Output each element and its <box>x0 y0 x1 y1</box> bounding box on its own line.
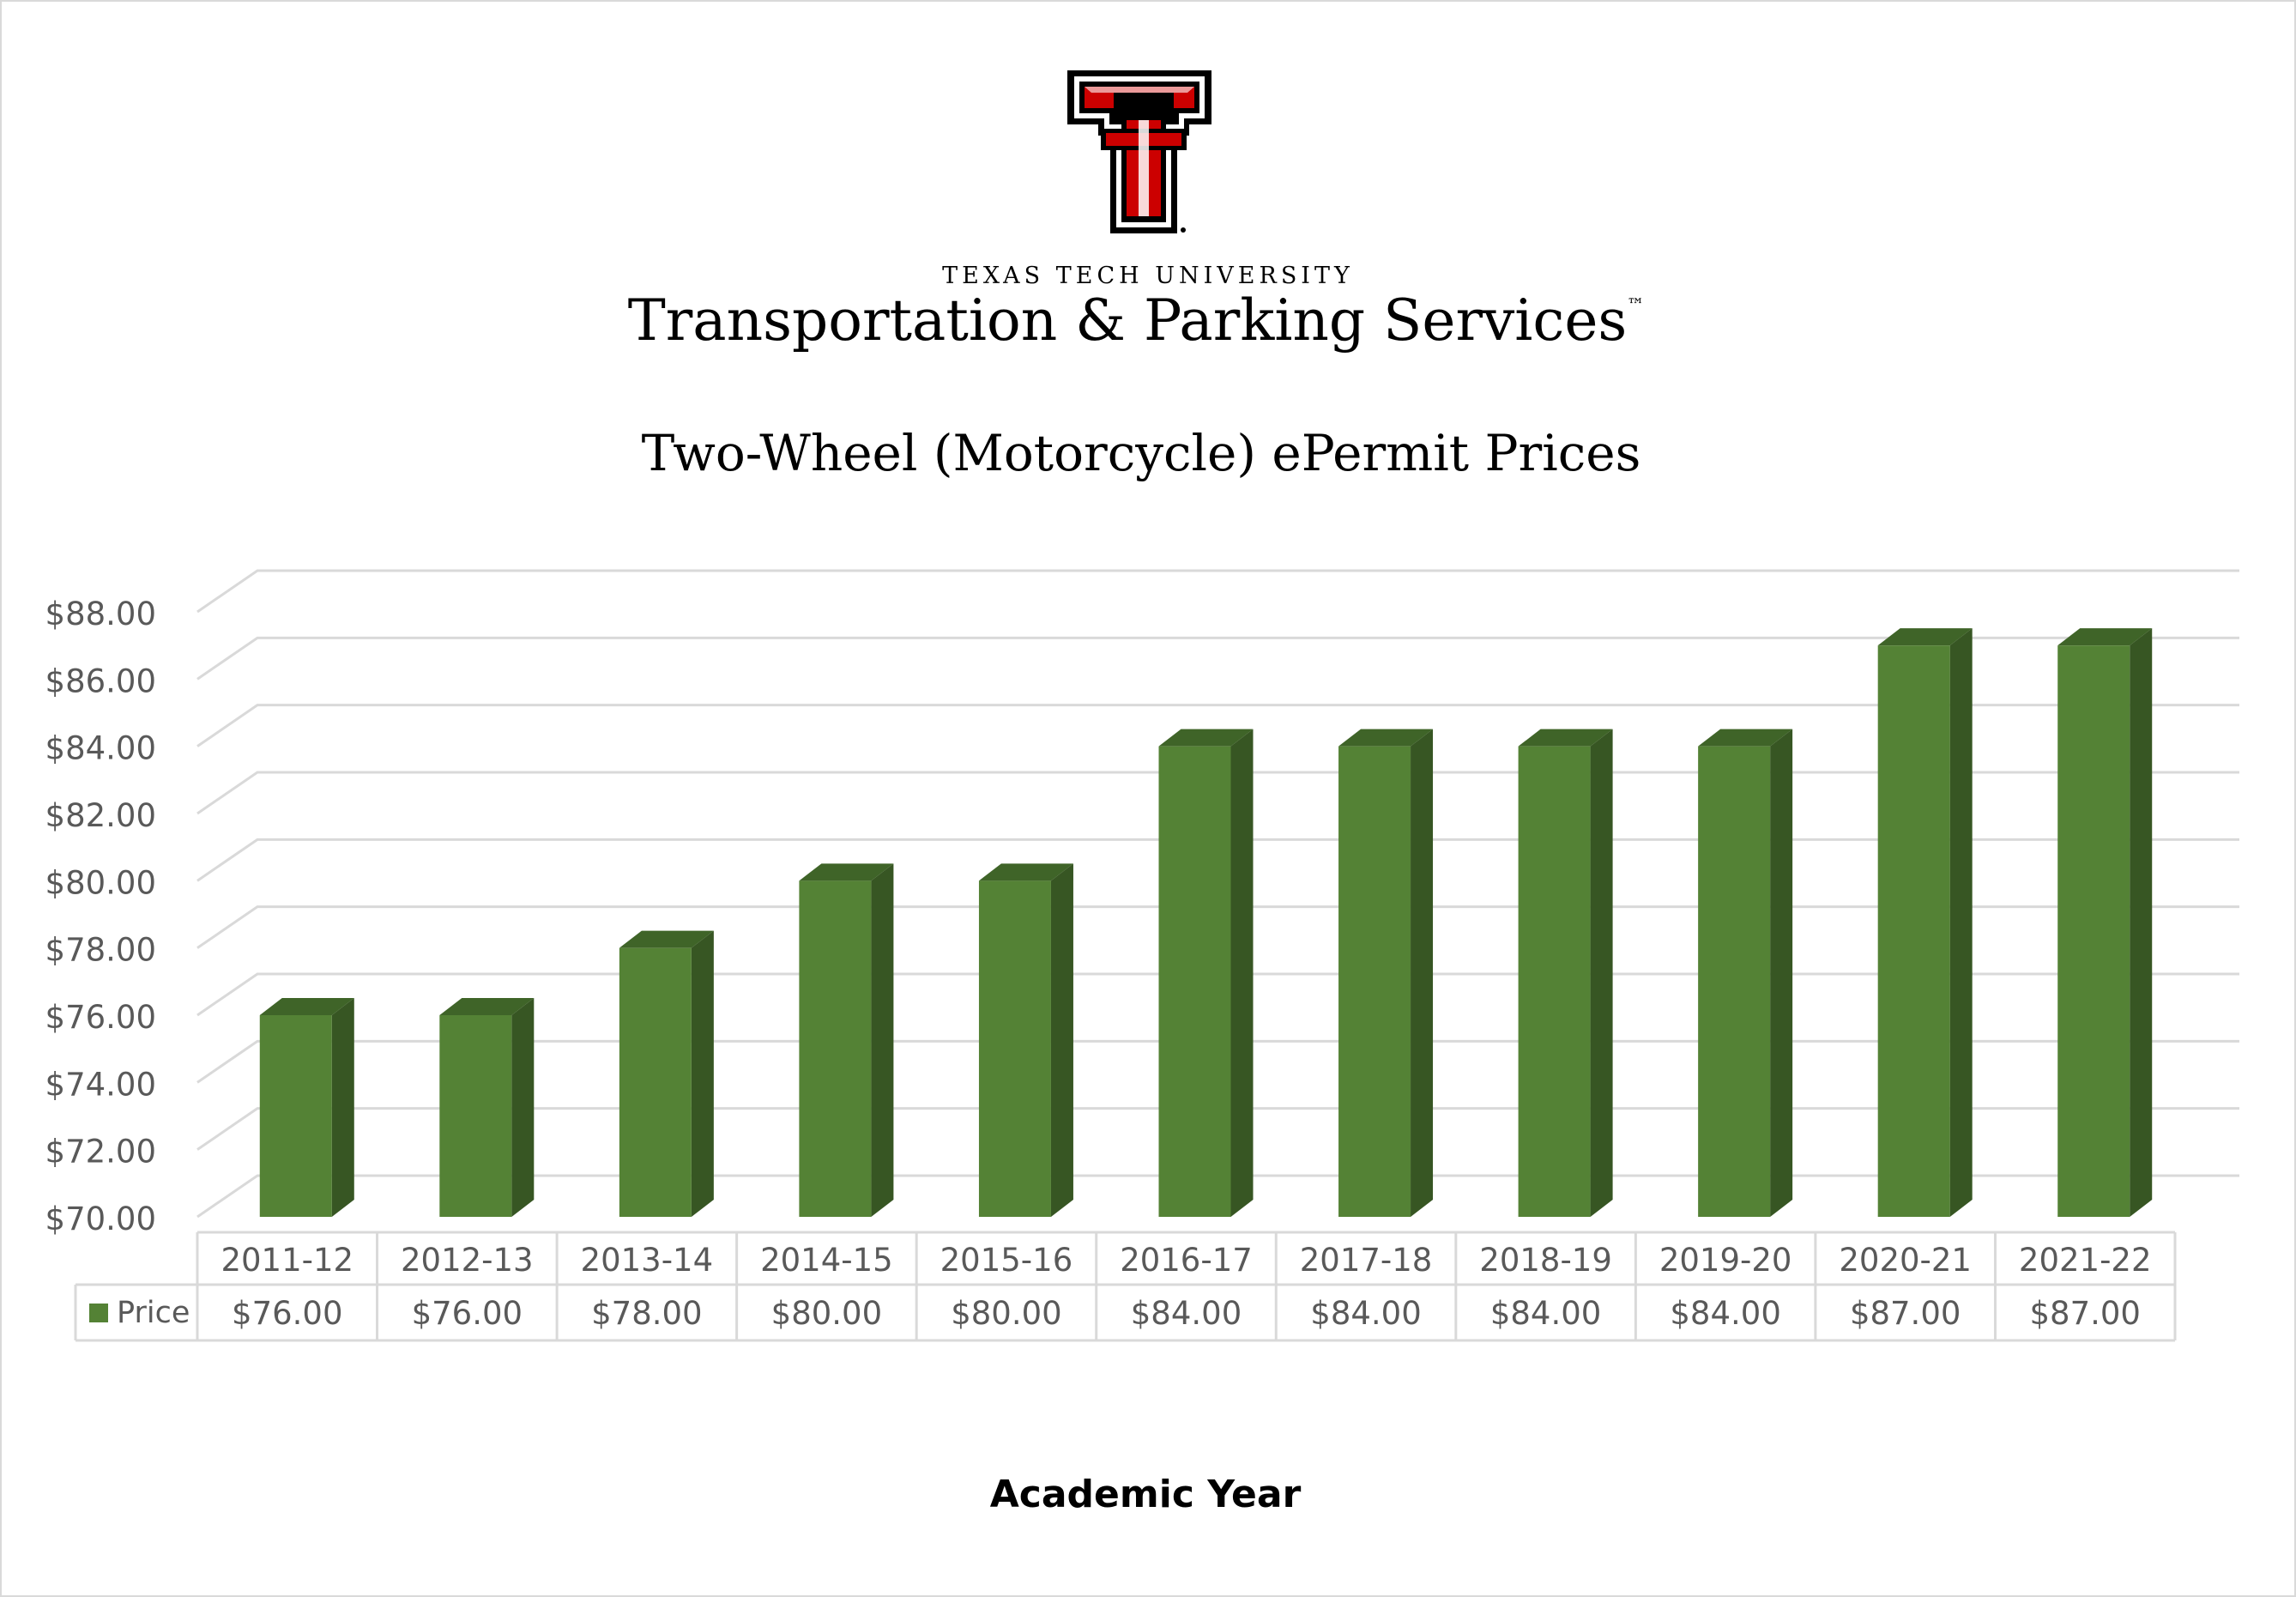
y-tick-label: $72.00 <box>45 1134 156 1171</box>
bar <box>1338 729 1434 1217</box>
legend-label: Price <box>117 1296 190 1330</box>
gridline <box>196 569 2239 614</box>
bar <box>2057 628 2153 1217</box>
y-tick-label: $80.00 <box>45 864 156 901</box>
y-tick-label: $82.00 <box>45 797 156 834</box>
y-tick-label: $88.00 <box>45 596 156 632</box>
bar-top <box>1877 628 1973 646</box>
y-tick-label: $76.00 <box>45 999 156 1036</box>
bar-side <box>1050 863 1073 1217</box>
data-label: $84.00 <box>1490 1295 1601 1332</box>
x-tick-label: 2018-19 <box>1479 1242 1612 1279</box>
bar <box>1877 628 1973 1217</box>
trademark-symbol: ™ <box>1627 294 1644 315</box>
bar <box>978 863 1073 1217</box>
y-tick-label: $84.00 <box>45 730 156 767</box>
x-tick-label: 2020-21 <box>1839 1242 1972 1279</box>
y-tick-label: $78.00 <box>45 932 156 969</box>
x-tick-label: 2013-14 <box>581 1242 714 1279</box>
bar <box>1698 729 1793 1217</box>
x-tick-label: 2014-15 <box>760 1242 893 1279</box>
bar-front <box>259 1015 332 1217</box>
bar-side <box>1770 729 1793 1217</box>
x-tick-label: 2019-20 <box>1659 1242 1792 1279</box>
data-label: $84.00 <box>1131 1295 1242 1332</box>
bar-side <box>511 998 535 1217</box>
bar-top <box>1518 729 1613 747</box>
bar-front <box>1158 746 1231 1217</box>
bar <box>439 998 535 1217</box>
bar-front <box>619 947 692 1217</box>
x-axis-label: Academic Year <box>990 1473 1302 1516</box>
double-t-logo <box>1067 70 1211 233</box>
bar-front <box>1698 746 1771 1217</box>
university-name: TEXAS TECH UNIVERSITY <box>942 263 1354 289</box>
bar-side <box>1411 729 1434 1217</box>
bars <box>259 628 2153 1217</box>
data-label: $76.00 <box>232 1295 342 1332</box>
x-tick-label: 2017-18 <box>1300 1242 1433 1279</box>
bar-top <box>1698 729 1793 747</box>
gridline <box>196 704 2239 747</box>
bar-front <box>2057 645 2130 1217</box>
bar-top <box>978 863 1073 881</box>
bar-side <box>2130 628 2153 1217</box>
bar-side <box>871 863 894 1217</box>
data-label: $87.00 <box>2029 1295 2140 1332</box>
bar-top <box>259 998 354 1015</box>
x-tick-label: 2012-13 <box>401 1242 534 1279</box>
data-label: $78.00 <box>591 1295 702 1332</box>
x-tick-label: 2016-17 <box>1120 1242 1253 1279</box>
x-tick-label: 2021-22 <box>2019 1242 2152 1279</box>
bar-side <box>1590 729 1613 1217</box>
bar-front <box>1518 746 1591 1217</box>
bar-side <box>1949 628 1973 1217</box>
chart-title: Two-Wheel (Motorcycle) ePermit Prices <box>642 424 1641 482</box>
data-label: $76.00 <box>412 1295 523 1332</box>
bar-front <box>439 1015 512 1217</box>
data-label: $80.00 <box>771 1295 882 1332</box>
data-label: $84.00 <box>1670 1295 1780 1332</box>
bar <box>1158 729 1254 1217</box>
department-name: Transportation & Parking Services™ <box>628 287 1645 354</box>
bar-top <box>799 863 894 881</box>
bar <box>799 863 894 1217</box>
gridline <box>196 636 2239 681</box>
bar-top <box>1338 729 1434 747</box>
data-label: $80.00 <box>951 1295 1061 1332</box>
y-axis: $70.00 $72.00 $74.00 $76.00 $78.00 $80.00 $82.… <box>45 596 156 1237</box>
data-label: $87.00 <box>1850 1295 1961 1332</box>
bar-front <box>1877 645 1950 1217</box>
bar <box>619 930 714 1217</box>
bar-front <box>799 880 872 1217</box>
y-tick-label: $70.00 <box>45 1201 156 1237</box>
x-tick-label: 2015-16 <box>940 1242 1073 1279</box>
bar-side <box>331 998 354 1217</box>
bar-top <box>439 998 535 1015</box>
bar-top <box>1158 729 1254 747</box>
bar-front <box>978 880 1051 1217</box>
bar <box>259 998 354 1217</box>
legend-swatch <box>89 1304 108 1322</box>
data-label: $84.00 <box>1310 1295 1421 1332</box>
y-tick-label: $86.00 <box>45 662 156 699</box>
bar-top <box>619 930 714 948</box>
y-tick-label: $74.00 <box>45 1066 156 1103</box>
bar-top <box>2057 628 2153 646</box>
bar-side <box>1230 729 1254 1217</box>
bar <box>1518 729 1613 1217</box>
x-tick-label: 2011-12 <box>221 1242 353 1279</box>
bar-side <box>691 930 714 1217</box>
data-table: 2011-12 2012-13 2013-14 2014-15 2015-16 2016-… <box>74 1231 2177 1342</box>
department-name-text: Transportation & Parking Services <box>628 287 1628 354</box>
bar-front <box>1338 746 1411 1217</box>
